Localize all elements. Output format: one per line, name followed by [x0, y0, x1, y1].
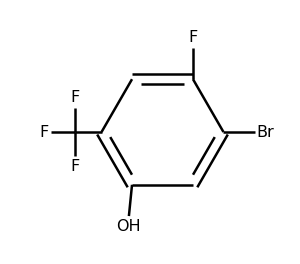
Text: Br: Br: [256, 125, 274, 139]
Text: OH: OH: [117, 219, 141, 234]
Text: F: F: [70, 159, 80, 174]
Text: F: F: [70, 90, 80, 105]
Text: F: F: [188, 30, 198, 45]
Text: F: F: [40, 125, 49, 139]
